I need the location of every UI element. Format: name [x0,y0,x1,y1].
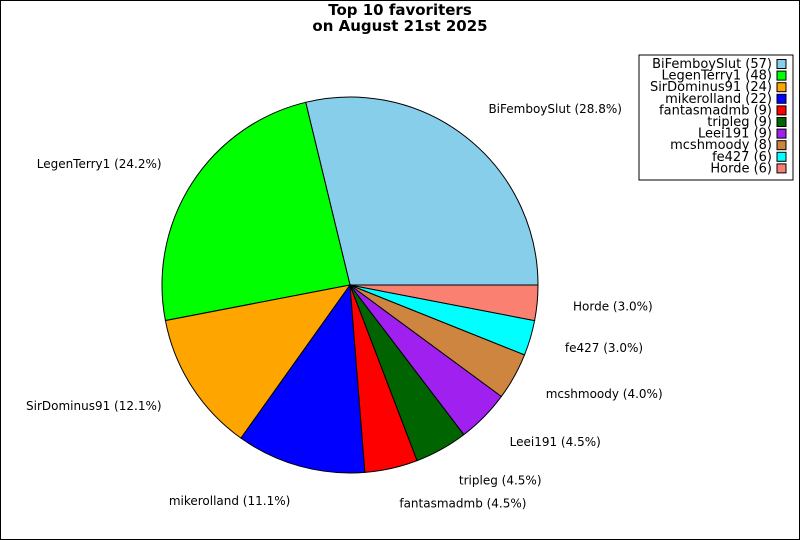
legend-swatch-LegenTerry1 [776,70,787,81]
legend-label-mcshmoody: mcshmoody (8) [670,138,772,153]
legend-label-Horde: Horde (6) [710,161,772,176]
pie-slice-LegenTerry1 [161,101,351,322]
chart-title-line1: Top 10 favoriters [328,1,472,19]
legend-swatch-Leei191 [776,128,787,139]
legend-swatch-fantasmadmb [776,105,787,116]
pie-slices [161,96,539,474]
legend-label-tripleg: tripleg (9) [707,115,772,130]
legend-label-LegenTerry1: LegenTerry1 (48) [662,69,772,84]
slice-label-LegenTerry1: LegenTerry1 (24.2%) [37,157,162,171]
legend-swatch-mcshmoody [776,140,787,151]
pie-labels: BiFemboySlut (28.8%) LegenTerry1 (24.2%) S… [26,102,663,511]
legend-label-fe427: fe427 (6) [712,150,772,165]
slice-label-Horde: Horde (3.0%) [573,299,653,313]
legend-swatch-BiFemboySlut [776,59,787,69]
legend: BiFemboySlut (57)LegenTerry1 (48)SirDomi… [638,54,794,181]
pie-slice-mikerolland [240,283,366,474]
slice-label-tripleg: tripleg (4.5%) [459,474,542,488]
slice-label-fe427: fe427 (3.0%) [565,341,643,355]
slice-label-BiFemboySlut: BiFemboySlut (28.8%) [488,102,622,116]
legend-label-mikerolland: mikerolland (22) [665,92,772,107]
legend-swatch-fe427 [776,151,787,162]
legend-label-Leei191: Leei191 (9) [698,127,772,142]
pie-slice-Horde [349,284,539,322]
slice-label-mcshmoody: mcshmoody (4.0%) [546,387,663,401]
legend-label-fantasmadmb: fantasmadmb (9) [659,103,772,118]
legend-swatch-mikerolland [776,93,787,104]
chart-title-line2: on August 21st 2025 [312,17,487,35]
legend-label-SirDominus91: SirDominus91 (24) [650,80,772,95]
legend-swatch-tripleg [776,117,787,127]
slice-label-mikerolland: mikerolland (11.1%) [169,494,290,508]
legend-swatch-Horde [776,163,787,174]
legend-swatch-SirDominus91 [776,82,787,93]
slice-label-SirDominus91: SirDominus91 (12.1%) [26,399,162,413]
pie-slice-SirDominus91 [164,284,352,439]
pie-slice-BiFemboySlut [305,96,539,286]
slice-label-fantasmadmb: fantasmadmb (4.5%) [399,496,526,510]
slice-label-Leei191: Leei191 (4.5%) [510,435,601,449]
legend-box [638,54,794,181]
legend-label-BiFemboySlut: BiFemboySlut (57) [652,57,772,72]
